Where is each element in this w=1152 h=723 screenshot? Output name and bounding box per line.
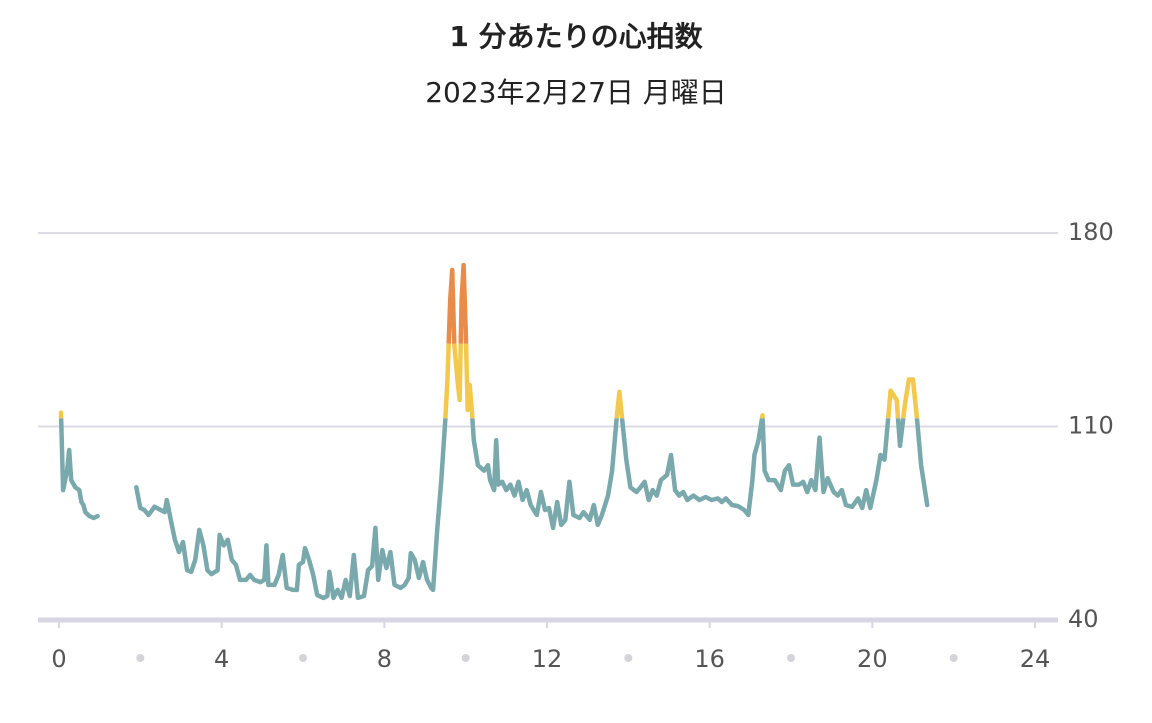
- y-tick-label: 180: [1068, 218, 1114, 246]
- chart-subtitle: 2023年2月27日 月曜日: [425, 76, 727, 109]
- x-tick-label: 16: [694, 645, 725, 673]
- y-tick-label: 40: [1068, 605, 1099, 633]
- heart-rate-line: [58, 343, 920, 419]
- heart-rate-line: [446, 262, 469, 344]
- x-tick-label: 0: [51, 645, 66, 673]
- x-minor-tick: [624, 654, 633, 662]
- x-tick-label: 4: [214, 645, 229, 673]
- x-minor-tick: [787, 654, 795, 662]
- x-minor-tick: [299, 654, 307, 662]
- y-tick-label: 110: [1068, 412, 1114, 440]
- x-tick-label: 20: [857, 645, 888, 673]
- x-tick-label: 8: [377, 645, 392, 673]
- x-tick-label: 24: [1020, 645, 1051, 673]
- heart-rate-line: [58, 418, 930, 601]
- x-minor-tick: [461, 654, 470, 662]
- x-minor-tick: [136, 654, 145, 662]
- chart-title: 1 分あたりの心拍数: [449, 20, 703, 53]
- x-minor-tick: [949, 654, 958, 662]
- x-tick-label: 12: [532, 645, 563, 673]
